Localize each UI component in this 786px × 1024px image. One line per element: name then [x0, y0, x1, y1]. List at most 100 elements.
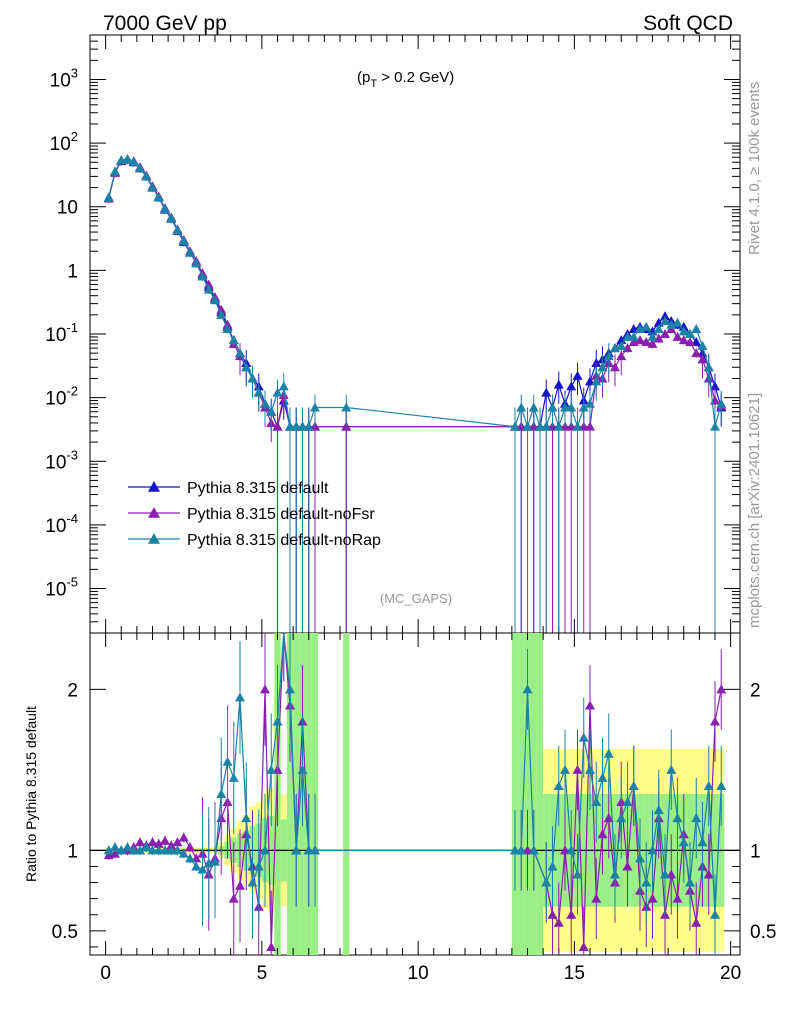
ratio-point — [185, 842, 195, 852]
data-point — [678, 326, 689, 336]
data-point — [197, 271, 208, 281]
data-point — [591, 376, 602, 386]
data-point — [566, 381, 577, 391]
legend-entry: Pythia 8.315 default — [187, 480, 329, 497]
data-point — [260, 398, 270, 408]
data-point — [135, 163, 145, 173]
ratio-point — [691, 917, 702, 927]
ratio-point — [635, 853, 645, 863]
data-point — [160, 204, 170, 214]
ratio-point — [560, 764, 570, 774]
ratio-y-axis-label: Ratio to Pythia 8.315 default — [23, 706, 39, 882]
ratio-point — [566, 845, 577, 855]
ratio-point — [716, 780, 727, 790]
data-point — [628, 331, 639, 341]
ratio-point — [572, 869, 583, 879]
ratio-point — [241, 813, 252, 823]
series-line — [108, 158, 722, 429]
ratio-y-tick-label-left: 0.5 — [52, 922, 78, 943]
ratio-point — [522, 684, 533, 694]
data-point — [178, 235, 189, 245]
data-point — [578, 402, 589, 412]
ratio-point — [191, 861, 202, 871]
main-y-tick-label: 10-3 — [45, 447, 78, 473]
data-point — [653, 323, 664, 333]
main-y-tick-label: 10-4 — [45, 511, 78, 537]
x-tick-label: 20 — [720, 963, 741, 984]
data-point — [166, 213, 177, 223]
uncertainty-band-inner — [286, 633, 294, 955]
data-point — [172, 225, 183, 235]
data-point — [147, 182, 158, 192]
data-point — [685, 336, 695, 346]
ratio-point — [253, 861, 264, 871]
main-y-tick-label: 103 — [50, 65, 78, 91]
series-2 — [103, 154, 727, 633]
data-point — [541, 421, 552, 431]
ratio-point — [591, 893, 602, 903]
ratio-point — [116, 845, 127, 855]
uncertainty-band-inner — [530, 633, 537, 955]
ratio-y-tick-label-right: 1 — [750, 841, 761, 862]
data-point — [141, 171, 152, 181]
ratio-point — [666, 764, 677, 774]
ratio-point — [622, 797, 633, 807]
ratio-point — [603, 813, 614, 823]
header-left: 7000 GeV pp — [103, 12, 227, 35]
ratio-point — [528, 845, 539, 855]
data-point — [660, 329, 670, 338]
ratio-point — [291, 845, 302, 855]
data-point — [303, 421, 314, 431]
data-point — [716, 398, 727, 408]
ratio-point — [178, 832, 189, 842]
legend-marker — [148, 481, 160, 492]
ratio-point — [228, 893, 239, 903]
uncertainty-band-inner — [343, 633, 350, 955]
data-point — [691, 323, 702, 333]
ratio-point — [547, 909, 558, 919]
uncertainty-band-inner — [536, 633, 544, 955]
ratio-point — [110, 848, 120, 858]
data-point — [647, 338, 658, 348]
data-point — [635, 335, 645, 345]
ratio-point — [672, 893, 683, 903]
data-point — [572, 370, 583, 380]
ratio-point — [260, 684, 270, 694]
main-y-tick-label: 102 — [50, 129, 78, 155]
data-point — [672, 331, 683, 341]
data-point — [678, 335, 689, 345]
uncertainty-band-inner — [511, 633, 519, 955]
data-point — [522, 421, 533, 431]
data-point — [241, 362, 252, 372]
ratio-point — [710, 909, 720, 919]
ratio-point — [141, 842, 152, 852]
ratio-point — [103, 845, 114, 855]
x-tick-label: 15 — [564, 963, 585, 984]
data-point — [110, 166, 120, 176]
ratio-point — [597, 772, 608, 782]
series-line — [108, 158, 722, 429]
data-point — [235, 348, 245, 358]
data-point — [591, 358, 602, 368]
ratio-point — [185, 853, 195, 863]
ratio-point — [628, 780, 639, 790]
ratio-point — [235, 692, 245, 702]
data-point — [203, 284, 214, 294]
ratio-point — [110, 842, 120, 852]
data-point — [541, 387, 552, 397]
ratio-point — [260, 845, 270, 855]
data-point — [210, 295, 220, 305]
ratio-point — [660, 869, 670, 879]
ratio-point — [653, 805, 664, 815]
main-panel: 10-5 10-4 10-3 10-2 10-1 1 10 102 103 (pT > 0.2 … — [45, 34, 741, 634]
ratio-series-2 — [103, 632, 727, 955]
legend-entry: Pythia 8.315 default-noRap — [187, 532, 381, 549]
data-point — [616, 351, 627, 361]
data-point — [553, 421, 564, 431]
data-point — [697, 354, 708, 364]
ratio-point — [153, 838, 164, 848]
ratio-point — [716, 684, 727, 694]
data-point — [616, 340, 627, 350]
data-point — [566, 402, 577, 412]
data-point — [266, 406, 277, 416]
